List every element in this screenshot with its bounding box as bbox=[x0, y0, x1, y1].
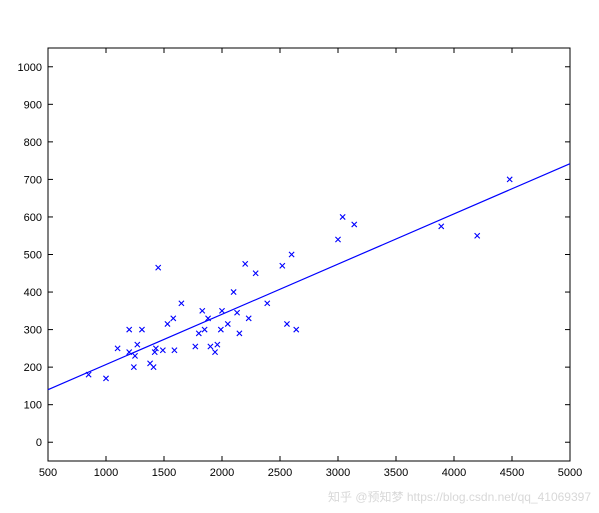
x-tick-label: 2000 bbox=[210, 467, 234, 479]
data-point bbox=[150, 364, 157, 371]
y-tick-label: 200 bbox=[24, 362, 42, 374]
y-tick-label: 100 bbox=[24, 400, 42, 412]
y-tick-label: 400 bbox=[24, 287, 42, 299]
data-point bbox=[288, 251, 295, 258]
x-tick-label: 4000 bbox=[442, 467, 466, 479]
data-point bbox=[245, 315, 252, 322]
data-point bbox=[252, 270, 259, 277]
data-point bbox=[212, 349, 219, 356]
x-tick-label: 4500 bbox=[500, 467, 524, 479]
data-point bbox=[199, 307, 206, 314]
data-point bbox=[205, 315, 212, 322]
data-point bbox=[134, 341, 141, 348]
data-point bbox=[351, 221, 358, 228]
data-point bbox=[293, 326, 300, 333]
data-point bbox=[155, 264, 162, 271]
data-point bbox=[236, 330, 243, 337]
data-point bbox=[178, 300, 185, 307]
data-point bbox=[114, 345, 121, 352]
y-tick-label: 900 bbox=[24, 99, 42, 111]
data-point bbox=[339, 213, 346, 220]
data-point bbox=[201, 326, 208, 333]
data-point bbox=[234, 309, 241, 316]
y-tick-label: 0 bbox=[36, 437, 42, 449]
data-point bbox=[152, 345, 159, 352]
data-point bbox=[126, 349, 133, 356]
y-tick-label: 700 bbox=[24, 174, 42, 186]
plot-area: 500 1000 1500 2000 2500 3000 3500 4000 4500 5000 0… bbox=[18, 47, 582, 479]
data-point bbox=[85, 371, 92, 378]
data-point bbox=[195, 330, 202, 337]
data-point bbox=[159, 347, 166, 354]
x-tick-label: 5000 bbox=[558, 467, 582, 479]
data-point bbox=[126, 326, 133, 333]
data-point bbox=[279, 262, 286, 269]
x-tick-label: 500 bbox=[39, 467, 57, 479]
data-point bbox=[207, 343, 214, 350]
data-point bbox=[170, 315, 177, 322]
data-point bbox=[192, 343, 199, 350]
data-point bbox=[335, 236, 341, 243]
regression-line bbox=[47, 163, 571, 391]
data-point bbox=[214, 341, 221, 348]
x-tick-label: 2500 bbox=[268, 467, 292, 479]
data-point bbox=[474, 232, 481, 239]
watermark-text: 知乎 @预知梦 https://blog.csdn.net/qq_4106939… bbox=[328, 490, 591, 504]
data-point bbox=[138, 326, 145, 333]
data-point bbox=[219, 307, 225, 314]
data-point bbox=[164, 320, 171, 327]
data-point bbox=[506, 176, 513, 183]
x-tick-label: 3000 bbox=[326, 467, 350, 479]
data-point bbox=[151, 349, 158, 356]
y-tick-label: 500 bbox=[24, 250, 42, 262]
axes-frame bbox=[47, 47, 571, 462]
y-tick-label: 1000 bbox=[18, 62, 42, 74]
data-point bbox=[230, 289, 237, 296]
data-point bbox=[132, 352, 138, 359]
x-tick-label: 1000 bbox=[94, 467, 118, 479]
data-point bbox=[103, 375, 109, 382]
data-point bbox=[224, 320, 231, 327]
data-point bbox=[130, 364, 137, 371]
y-tick-label: 300 bbox=[24, 325, 42, 337]
y-tick-label: 800 bbox=[24, 137, 42, 149]
y-tick-label: 600 bbox=[24, 212, 42, 224]
data-point bbox=[171, 347, 178, 354]
data-point bbox=[217, 326, 224, 333]
data-point bbox=[242, 260, 249, 267]
x-tick-label: 3500 bbox=[384, 467, 408, 479]
data-point bbox=[264, 300, 271, 307]
data-point bbox=[283, 320, 290, 327]
x-tick-label: 1500 bbox=[152, 467, 176, 479]
data-point bbox=[438, 223, 445, 230]
